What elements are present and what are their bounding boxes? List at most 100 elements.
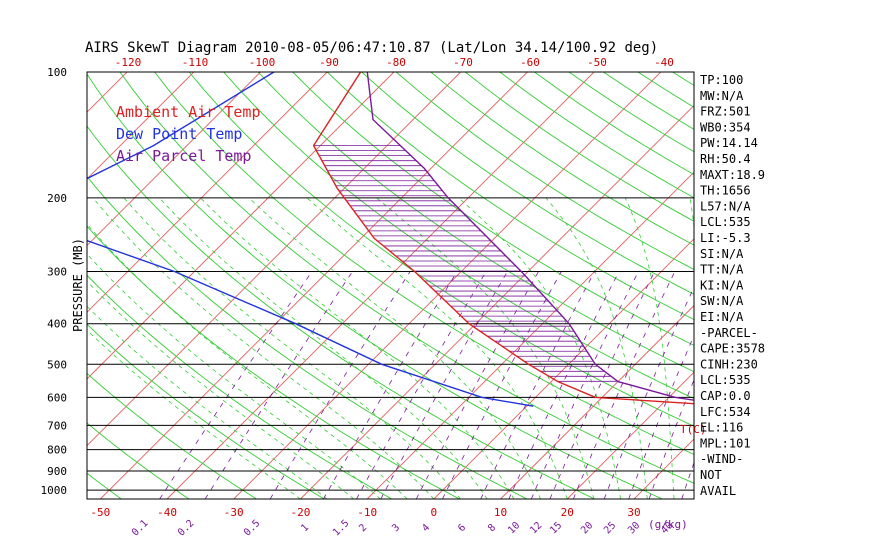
mixing-ratio-line xyxy=(508,271,620,499)
mixing-ratio-line xyxy=(323,271,458,499)
moist-adiabat-line xyxy=(87,253,381,499)
dry-adiabat-line xyxy=(188,72,694,427)
index-value: -WIND- xyxy=(700,452,743,466)
mixing-ratio-label: 25 xyxy=(602,520,618,536)
legend-entry: Air Parcel Temp xyxy=(116,147,251,165)
top-temp-tick-label: -60 xyxy=(520,56,540,69)
isotherm-line xyxy=(87,72,261,247)
moist-adiabat-line xyxy=(624,197,675,499)
mixing-ratio-label: 4 xyxy=(420,522,432,534)
index-value: TH:1656 xyxy=(700,184,751,198)
mixing-ratio-label: 30 xyxy=(626,520,642,536)
dry-adiabat-line xyxy=(292,72,694,346)
dry-adiabat-line xyxy=(361,72,694,295)
moist-adiabat-line xyxy=(87,280,355,499)
dry-adiabat-line xyxy=(87,73,663,499)
dew-point-temp-line xyxy=(87,72,534,407)
index-value: LFC:534 xyxy=(700,405,751,419)
top-temp-tick-label: -50 xyxy=(587,56,607,69)
index-value: FRZ:501 xyxy=(700,105,751,119)
pressure-tick-label: 600 xyxy=(47,391,67,404)
top-temp-tick-label: -80 xyxy=(386,56,406,69)
index-value: LCL:535 xyxy=(700,215,751,229)
index-value: LI:-5.3 xyxy=(700,231,751,245)
isotherm-line xyxy=(87,72,195,180)
index-value: EI:N/A xyxy=(700,310,744,324)
isotherm-line xyxy=(87,72,128,113)
index-value: TT:N/A xyxy=(700,263,744,277)
bottom-temp-tick-label: 10 xyxy=(494,506,507,519)
mixing-ratio-line xyxy=(628,334,694,499)
pressure-tick-label: 1000 xyxy=(41,484,68,497)
profiles xyxy=(87,72,694,407)
bottom-temp-tick-label: -50 xyxy=(90,506,110,519)
dry-adiabat-line xyxy=(87,323,325,499)
index-value: EL:116 xyxy=(700,421,743,435)
cape-hatch xyxy=(313,145,618,382)
isotherm-line xyxy=(87,72,395,380)
index-value: CAP:0.0 xyxy=(700,389,751,403)
dry-adiabat-line xyxy=(257,72,694,373)
mixing-ratio-line xyxy=(681,461,694,499)
mixing-ratio-label: 15 xyxy=(548,520,564,536)
mixing-ratio-label: 12 xyxy=(528,520,544,536)
mixing-ratio-line xyxy=(380,271,508,499)
index-value: MW:N/A xyxy=(700,89,744,103)
top-temp-tick-label: -70 xyxy=(453,56,473,69)
mixing-ratio-line xyxy=(269,271,411,499)
mixing-ratio-label: 0.5 xyxy=(242,518,263,539)
pressure-tick-label: 800 xyxy=(47,444,67,457)
bottom-temp-tick-label: 30 xyxy=(627,506,640,519)
moist-adiabat-line xyxy=(123,197,461,499)
dry-adiabat-line xyxy=(326,72,694,321)
legend-entry: Dew Point Temp xyxy=(116,125,242,143)
moist-adiabat-line xyxy=(92,197,435,499)
mixing-ratio-line xyxy=(549,271,655,499)
pressure-tick-label: 900 xyxy=(47,465,67,478)
moist-adiabat-line xyxy=(458,197,621,499)
bottom-temp-tick-label: -30 xyxy=(224,506,244,519)
mixing-ratio-label: 0.1 xyxy=(130,518,151,539)
y-axis-label: PRESSURE (MB) xyxy=(71,238,85,332)
dry-adiabat-line xyxy=(87,175,528,499)
mixing-ratio-label: 0.2 xyxy=(176,518,197,539)
mixing-ratio-line xyxy=(573,271,676,499)
moist-adiabat-line xyxy=(159,197,488,499)
isotherm-line xyxy=(100,72,528,499)
background-lines xyxy=(87,72,694,499)
moist-adiabat-line xyxy=(87,223,408,499)
dry-adiabat-line xyxy=(223,72,694,400)
mixing-ratio-line xyxy=(530,271,639,499)
mixing-ratio-unit-label: (g/kg) xyxy=(648,518,688,531)
isotherm-line xyxy=(166,72,595,499)
index-value: RH:50.4 xyxy=(700,152,751,166)
pressure-tick-label: 700 xyxy=(47,419,67,432)
dry-adiabat-line xyxy=(87,125,595,499)
index-value: L57:N/A xyxy=(700,199,751,213)
isotherm-line xyxy=(87,72,461,447)
isotherm-line xyxy=(300,104,694,499)
pressure-tick-label: 100 xyxy=(47,66,67,79)
legend: Ambient Air Temp Dew Point Temp Air Parcel… xyxy=(116,103,261,165)
index-value: MAXT:18.9 xyxy=(700,168,765,182)
moist-adiabat-line xyxy=(87,329,301,499)
index-value: WB0:354 xyxy=(700,120,751,134)
index-value: PW:14.14 xyxy=(700,136,758,150)
moist-adiabat-line xyxy=(248,197,541,499)
mixing-ratio-label: 10 xyxy=(506,520,522,536)
pressure-tick-label: 500 xyxy=(47,358,67,371)
dry-adiabat-line xyxy=(430,72,694,246)
pressure-tick-label: 400 xyxy=(47,318,67,331)
dry-adiabat-line xyxy=(119,72,694,484)
index-value: SI:N/A xyxy=(700,247,744,261)
dry-adiabat-line xyxy=(395,72,694,270)
index-value: CAPE:3578 xyxy=(700,342,765,356)
mixing-ratio-line xyxy=(415,271,539,499)
dry-adiabat-line xyxy=(87,422,190,499)
top-temp-tick-label: -120 xyxy=(115,56,142,69)
index-value: MPL:101 xyxy=(700,436,751,450)
isotherm-line xyxy=(87,72,328,313)
mixing-ratio-line xyxy=(648,378,694,499)
air-parcel-temp-line xyxy=(366,72,694,401)
moist-adiabat-line xyxy=(376,197,595,499)
